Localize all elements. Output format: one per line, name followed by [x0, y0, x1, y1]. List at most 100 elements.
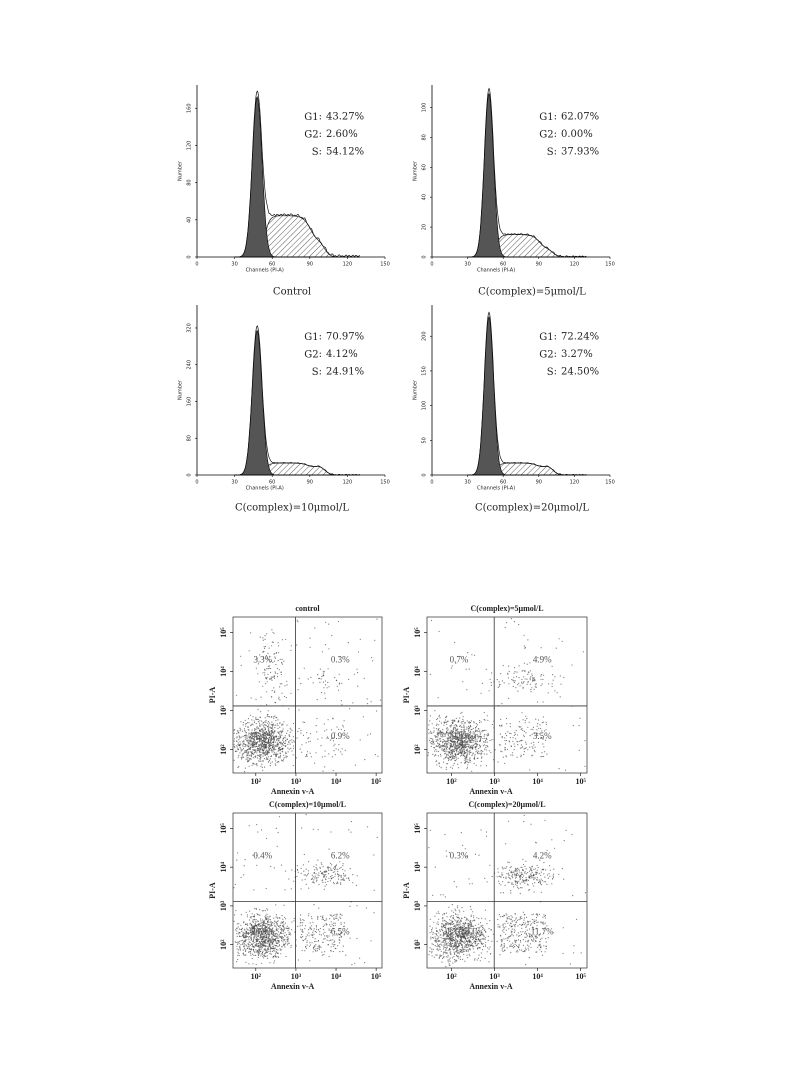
event-dot	[473, 654, 476, 656]
event-dot	[315, 940, 317, 942]
event-dot	[496, 940, 498, 943]
event-dot	[537, 723, 539, 725]
event-dot	[479, 939, 481, 941]
event-dot	[272, 641, 274, 644]
event-dot	[458, 918, 460, 920]
event-dot	[253, 938, 255, 941]
event-dot	[477, 752, 479, 754]
event-dot	[258, 941, 260, 943]
event-dot	[308, 945, 310, 947]
event-dot	[259, 755, 261, 758]
event-dot	[280, 736, 282, 739]
event-dot	[255, 921, 257, 923]
event-dot	[453, 944, 455, 946]
event-dot	[487, 746, 489, 748]
event-dot	[261, 739, 264, 742]
event-dot	[293, 740, 295, 742]
event-dot	[480, 929, 482, 931]
event-dot	[429, 950, 431, 953]
phase-name: S	[312, 367, 319, 378]
event-dot	[451, 665, 453, 667]
event-dot	[312, 682, 314, 684]
event-dot	[242, 741, 244, 743]
event-dot	[285, 941, 287, 943]
event-dot	[290, 692, 292, 694]
quadrant-percent: 3.3%	[253, 655, 272, 665]
event-dot	[460, 919, 462, 921]
event-dot	[266, 931, 268, 933]
event-dot	[475, 928, 477, 930]
event-dot	[462, 745, 465, 747]
event-dot	[457, 922, 459, 924]
event-dot	[467, 950, 469, 953]
event-dot	[451, 748, 453, 751]
event-dot	[459, 741, 461, 743]
event-dot	[275, 925, 277, 927]
event-dot	[260, 943, 262, 945]
event-dot	[453, 919, 456, 921]
event-dot	[257, 757, 259, 759]
event-dot	[271, 721, 273, 723]
event-dot	[470, 944, 472, 947]
event-dot	[462, 749, 464, 751]
event-dot	[239, 746, 241, 749]
event-dot	[253, 742, 255, 744]
event-dot	[438, 731, 440, 733]
event-dot	[437, 740, 439, 742]
event-dot	[477, 937, 480, 940]
event-dot	[429, 715, 431, 717]
event-dot	[256, 658, 259, 660]
event-dot	[261, 744, 263, 746]
event-dot	[284, 742, 286, 744]
x-tick-label: 10²	[446, 777, 457, 786]
x-tick-label: 150	[605, 480, 615, 486]
event-dot	[543, 674, 545, 676]
event-dot	[460, 939, 462, 941]
event-dot	[302, 919, 304, 921]
event-dot	[440, 736, 442, 738]
event-dot	[245, 758, 247, 760]
event-dot	[447, 923, 449, 926]
event-dot	[256, 951, 258, 953]
event-dot	[280, 730, 282, 732]
event-dot	[282, 933, 284, 935]
event-dot	[253, 914, 256, 916]
event-dot	[282, 924, 284, 927]
event-dot	[489, 919, 491, 922]
event-dot	[516, 756, 518, 758]
event-dot	[322, 881, 324, 884]
event-dot	[324, 881, 326, 883]
event-dot	[473, 940, 476, 942]
event-dot	[281, 663, 284, 665]
event-dot	[264, 724, 266, 726]
y-tick-label: 160	[187, 397, 193, 407]
event-dot	[269, 944, 271, 946]
event-dot	[292, 747, 295, 749]
event-dot	[271, 744, 273, 747]
event-dot	[531, 733, 533, 736]
event-dot	[264, 948, 266, 950]
event-dot	[545, 723, 548, 726]
event-dot	[268, 745, 270, 747]
event-dot	[486, 951, 488, 953]
event-dot	[260, 736, 262, 738]
event-dot	[287, 939, 289, 941]
event-dot	[328, 940, 330, 942]
event-dot	[297, 730, 299, 733]
event-dot	[315, 725, 317, 727]
event-dot	[460, 938, 463, 940]
event-dot	[254, 945, 256, 947]
event-dot	[520, 756, 522, 758]
event-dot	[239, 752, 241, 754]
event-dot	[273, 752, 275, 754]
event-dot	[241, 758, 243, 760]
event-dot	[305, 814, 307, 816]
event-dot	[279, 925, 281, 927]
event-dot	[456, 905, 458, 907]
event-dot	[472, 935, 474, 937]
event-dot	[247, 929, 249, 931]
event-dot	[271, 696, 273, 698]
event-dot	[276, 742, 278, 744]
event-dot	[475, 729, 477, 731]
event-dot	[466, 945, 468, 947]
